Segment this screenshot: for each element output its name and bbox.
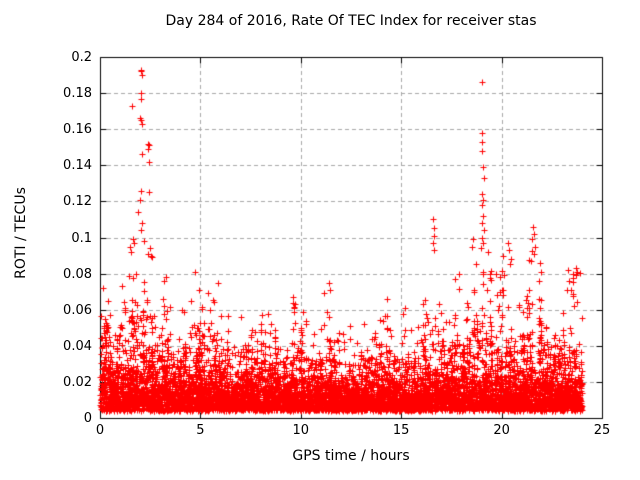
y-tick-label: 0.14 bbox=[63, 158, 92, 174]
x-tick-label: 10 bbox=[292, 423, 310, 438]
y-tick-label: 0.02 bbox=[63, 374, 92, 390]
chart-title: Day 284 of 2016, Rate Of TEC Index for r… bbox=[165, 13, 537, 29]
y-tick-label: 0.06 bbox=[63, 302, 92, 318]
x-tick-label: 5 bbox=[196, 423, 205, 438]
y-tick-label: 0.04 bbox=[63, 338, 92, 354]
x-tick-label: 15 bbox=[392, 423, 410, 438]
x-tick-label: 25 bbox=[593, 423, 611, 438]
y-tick-label: 0 bbox=[83, 411, 92, 426]
x-axis-label: GPS time / hours bbox=[292, 448, 410, 464]
x-tick-label: 20 bbox=[493, 423, 510, 438]
x-tick-label: 0 bbox=[95, 423, 105, 438]
y-tick-label: 0.08 bbox=[63, 266, 92, 282]
y-tick-label: 0.12 bbox=[63, 194, 92, 210]
y-tick-label: 0.2 bbox=[71, 50, 92, 65]
y-tick-label: 0.18 bbox=[63, 86, 92, 102]
y-tick-label: 0.16 bbox=[63, 122, 92, 138]
y-tick-label: 0.1 bbox=[71, 230, 92, 246]
